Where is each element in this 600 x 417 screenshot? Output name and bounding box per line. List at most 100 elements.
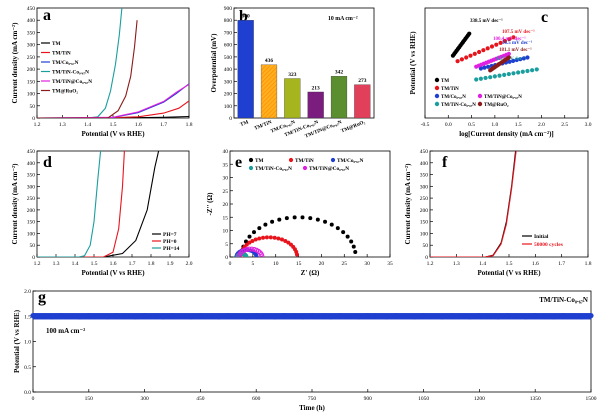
panel-d-ytick-label: 350 <box>27 173 36 179</box>
panel-g-data-point <box>67 313 73 319</box>
panel-a-series-line <box>37 100 189 118</box>
panel-a-ytick-label: 200 <box>27 67 36 73</box>
panel-c-data-point <box>520 69 525 74</box>
panel-a-xtick-label: 1.4 <box>84 122 91 128</box>
panel-c-data-point <box>518 57 523 62</box>
panel-c-data-point <box>521 56 526 61</box>
panel-e-data-point <box>349 239 354 244</box>
panel-g-data-point <box>365 313 371 319</box>
panel-g-xtick-label: 1050 <box>418 396 429 402</box>
panel-g-data-point <box>244 314 250 320</box>
panel-e-data-point <box>259 253 265 257</box>
panel-g-ytick-label: 1.5 <box>24 314 31 320</box>
panel-a-ytick-label: 300 <box>27 43 36 49</box>
panel-g-data-point <box>476 313 482 319</box>
panel-e-legend-swatch <box>288 157 294 163</box>
panel-d-xtick-label: 1.3 <box>53 261 60 267</box>
panel-f-xtick-label: 1.3 <box>453 261 460 267</box>
panel-e-ylabel: -Z'' (Ω) <box>206 192 214 216</box>
panel-g-data-point <box>532 313 538 319</box>
panel-d-legend-label: PH=0 <box>163 239 177 245</box>
panel-d-series-line <box>37 151 102 257</box>
panel-e-data-point <box>251 246 257 252</box>
panel-f-ytick-label: 400 <box>420 161 429 167</box>
panel-e-data-point <box>335 226 340 231</box>
panel-g-data-point <box>439 314 445 320</box>
panel-b-ytick-label: 100 <box>224 104 233 110</box>
panel-c-data-point <box>488 75 493 80</box>
panel-a-legend-label: TM/TiN-Co₀.₆₇N <box>52 70 89 76</box>
panel-b-bar <box>354 84 371 119</box>
panel-e-data-point <box>272 235 277 240</box>
panel-g-data-point <box>579 314 585 320</box>
panel-c-slope-label: 42.5 mV dec⁻¹ <box>496 56 527 62</box>
panel-f-ytick-label: 350 <box>420 173 429 179</box>
panel-g-data-point <box>551 314 557 320</box>
panel-e-data-point <box>268 235 273 240</box>
panel-c-slope-label: 338.5 mV dec⁻¹ <box>470 18 503 24</box>
panel-d-ytick-label: 0 <box>32 255 35 261</box>
panel-c-slope-label: 181.1 mV dec⁻¹ <box>499 47 532 53</box>
panel-g-data-point <box>346 313 352 319</box>
panel-g-data-point <box>300 314 306 320</box>
panel-a-series-line <box>37 20 138 118</box>
panel-f-ylabel: Current density (mA cm⁻²) <box>404 163 412 245</box>
panel-g-data-point <box>262 313 269 319</box>
panel-e-data-point <box>270 219 275 224</box>
panel-f-ytick-label: 250 <box>420 196 429 202</box>
panel-d-xtick-label: 1.9 <box>167 261 174 267</box>
panel-c-xtick-label: 2.5 <box>561 122 568 128</box>
panel-g-annotation: 100 mA cm⁻² <box>46 327 85 335</box>
panel-g-data-point <box>430 313 436 319</box>
panel-g-data-point <box>421 313 427 319</box>
panel-a-xtick-label: 1.8 <box>186 122 193 128</box>
panel-c-ylabel: Potential (V vs RHE) <box>409 31 417 95</box>
panel-g-xtick-label: 1500 <box>586 396 597 402</box>
panel-g-data-point <box>104 314 110 320</box>
panel-g-data-point <box>486 313 492 319</box>
panel-b-ytick-label: 600 <box>224 43 233 49</box>
panel-d-ytick-label: 150 <box>27 220 36 226</box>
panel-a-letter: a <box>43 7 51 24</box>
panel-g-ytick-label: 0.5 <box>24 365 31 371</box>
panel-e-ytick-label: 5 <box>225 242 228 248</box>
panel-g-data-point <box>495 314 501 320</box>
panel-c-data-point <box>476 49 482 55</box>
panel-g-data-point <box>318 313 324 319</box>
panel-e-xtick-label: 10 <box>273 261 279 267</box>
panel-b-ytick-label: 0 <box>229 116 232 122</box>
panel-g-xtick-label: 150 <box>85 396 94 402</box>
panel-b-value-label: 323 <box>288 72 297 78</box>
panel-g-data-point <box>95 313 101 319</box>
panel-a-legend-label: TM/Co₀.₆₇N <box>52 60 79 66</box>
panel-c-data-point <box>511 58 516 63</box>
panel-b-ytick-label: 200 <box>224 92 233 98</box>
panel-e-letter: e <box>235 154 242 171</box>
panel-c-data-point <box>474 77 479 82</box>
panel-c-data-point <box>455 59 460 64</box>
panel-e-data-point <box>261 235 266 240</box>
panel-g-data-point <box>393 313 399 319</box>
panel-g-xtick-label: 900 <box>364 396 373 402</box>
panel-a-series-line <box>37 8 123 118</box>
panel-e-data-point <box>351 244 356 249</box>
panel-g-data-point <box>374 313 380 319</box>
panel-f-xtick-label: 1.2 <box>427 261 434 267</box>
panel-g-data-point <box>76 314 83 320</box>
panel-e-ytick-label: 35 <box>223 162 229 168</box>
panel-e-ytick-label: 40 <box>223 149 229 155</box>
panel-g-data-point <box>142 313 148 319</box>
panel-f-xlabel: Potential (V vs RHE) <box>477 269 541 277</box>
panel-a-xlabel: Potential (V vs RHE) <box>81 130 145 138</box>
panel-a-series-line <box>37 115 189 118</box>
panel-d-legend-label: PH=14 <box>163 246 180 252</box>
panel-g-ytick-label: 2.0 <box>24 289 31 295</box>
panel-e-data-point <box>284 216 289 221</box>
panel-c-data-point <box>464 55 469 60</box>
panel-a-xtick-label: 1.3 <box>59 122 66 128</box>
panel-e-legend-label: TM/Co₀.₆₇N <box>337 158 364 164</box>
panel-g-xlabel: Time (h) <box>299 404 325 412</box>
panel-d-xtick-label: 1.4 <box>72 261 79 267</box>
panel-g-data-point <box>541 313 548 319</box>
panel-e-ytick-label: 30 <box>223 176 229 182</box>
